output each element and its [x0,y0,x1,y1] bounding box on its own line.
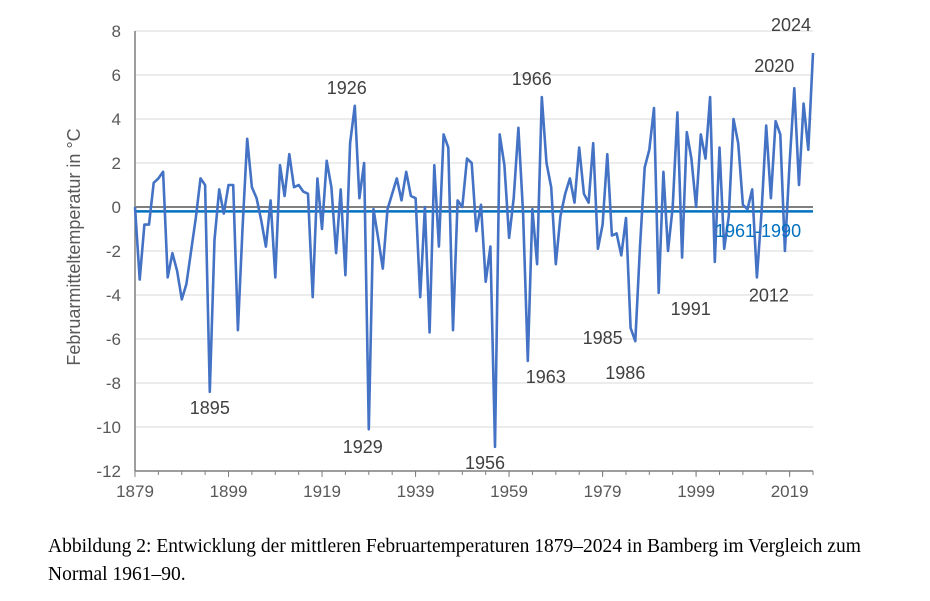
figure-caption: Abbildung 2: Entwicklung der mittleren F… [48,536,861,585]
normal-line-label: 1961-1990 [715,221,801,241]
annotation-1963: 1963 [526,367,566,387]
y-tick-label: 2 [112,154,121,173]
x-tick-label: 1999 [677,482,715,501]
annotation-2012: 2012 [749,285,789,305]
annotation-1895: 1895 [190,398,230,418]
y-tick-label: 8 [112,22,121,41]
y-tick-label: -8 [106,374,121,393]
annotation-2024: 2024 [771,15,811,35]
y-tick-label: -12 [96,462,121,481]
annotation-1956: 1956 [465,453,505,473]
x-tick-label: 1879 [116,482,154,501]
annotation-1986: 1986 [605,363,645,383]
annotation-1929: 1929 [343,437,383,457]
y-tick-label: -2 [106,242,121,261]
annotation-1926: 1926 [327,78,367,98]
annotation-2020: 2020 [754,56,794,76]
x-tick-label: 1979 [584,482,622,501]
annotation-1991: 1991 [671,299,711,319]
x-tick-label: 1959 [490,482,528,501]
x-tick-label: 1939 [397,482,435,501]
x-tick-label: 1899 [210,482,248,501]
annotation-1985: 1985 [583,328,623,348]
y-tick-label: -6 [106,330,121,349]
y-tick-label: 6 [112,66,121,85]
y-tick-label: -4 [106,286,121,305]
x-tick-label: 2019 [771,482,809,501]
y-axis-label: Februarmitteltemperatur in °C [64,128,84,365]
temperature-series-line [133,52,815,449]
y-tick-label: -10 [96,418,121,437]
y-tick-label: 4 [112,110,121,129]
x-tick-label: 1919 [303,482,341,501]
y-tick-label: 0 [112,198,121,217]
annotation-1966: 1966 [512,69,552,89]
